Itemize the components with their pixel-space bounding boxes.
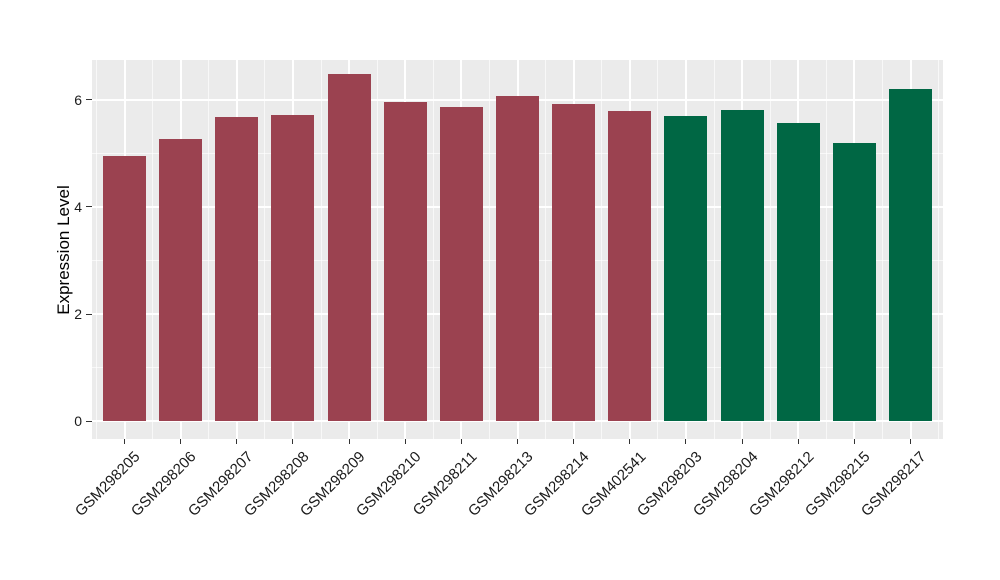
x-tick-mark (348, 439, 350, 444)
y-tick-label: 6 (74, 91, 82, 108)
gridline-minor-vertical (376, 60, 378, 439)
gridline-minor-vertical (264, 60, 266, 439)
x-tick-mark (685, 439, 687, 444)
y-tick-label: 0 (74, 413, 82, 430)
gridline-minor-vertical (488, 60, 490, 439)
bar-GSM298213 (496, 95, 539, 422)
y-tick-label: 4 (74, 198, 82, 215)
y-tick-label: 2 (74, 306, 82, 323)
gridline-minor-vertical (545, 60, 547, 439)
y-tick-mark (86, 313, 92, 315)
gridline-minor-vertical (825, 60, 827, 439)
x-tick-mark (797, 439, 799, 444)
gridline-minor-vertical (881, 60, 883, 439)
x-tick-mark (180, 439, 182, 444)
gridline-minor-vertical (657, 60, 659, 439)
y-tick-mark (86, 420, 92, 422)
gridline-minor-vertical (95, 60, 97, 439)
bar-GSM298204 (720, 110, 764, 422)
x-tick-mark (517, 439, 518, 444)
x-tick-mark (236, 439, 238, 444)
bar-GSM298206 (159, 138, 203, 422)
bar-GSM298209 (327, 73, 371, 422)
y-axis-title: Expression Level (54, 184, 73, 315)
y-tick-mark (86, 99, 92, 101)
x-tick-mark (629, 439, 631, 444)
x-tick-mark (292, 439, 294, 444)
bar-GSM298207 (215, 117, 259, 422)
gridline-minor-vertical (152, 60, 154, 439)
gridline-minor-vertical (938, 60, 940, 439)
bar-GSM298217 (889, 89, 932, 422)
y-tick-mark (86, 206, 92, 208)
x-tick-mark (404, 439, 406, 444)
bar-GSM298214 (552, 103, 596, 422)
gridline-minor-vertical (713, 60, 715, 439)
gridline-minor-vertical (769, 60, 771, 439)
bar-GSM298215 (832, 142, 876, 422)
x-tick-mark (460, 439, 462, 444)
x-tick-mark (741, 439, 743, 444)
bar-GSM298203 (664, 115, 708, 422)
bar-GSM298205 (103, 156, 146, 422)
x-tick-mark (573, 439, 575, 444)
bar-GSM298208 (271, 115, 315, 422)
gridline-minor-vertical (320, 60, 322, 439)
x-tick-mark (910, 439, 911, 444)
gridline-minor-vertical (208, 60, 210, 439)
x-tick-mark (124, 439, 125, 444)
x-tick-mark (853, 439, 855, 444)
gridline-minor-vertical (601, 60, 603, 439)
bar-GSM298211 (439, 106, 483, 422)
bar-GSM298210 (383, 101, 427, 422)
gridline-minor-vertical (432, 60, 434, 439)
bar-GSM402541 (608, 111, 652, 422)
bar-GSM298212 (776, 122, 820, 422)
